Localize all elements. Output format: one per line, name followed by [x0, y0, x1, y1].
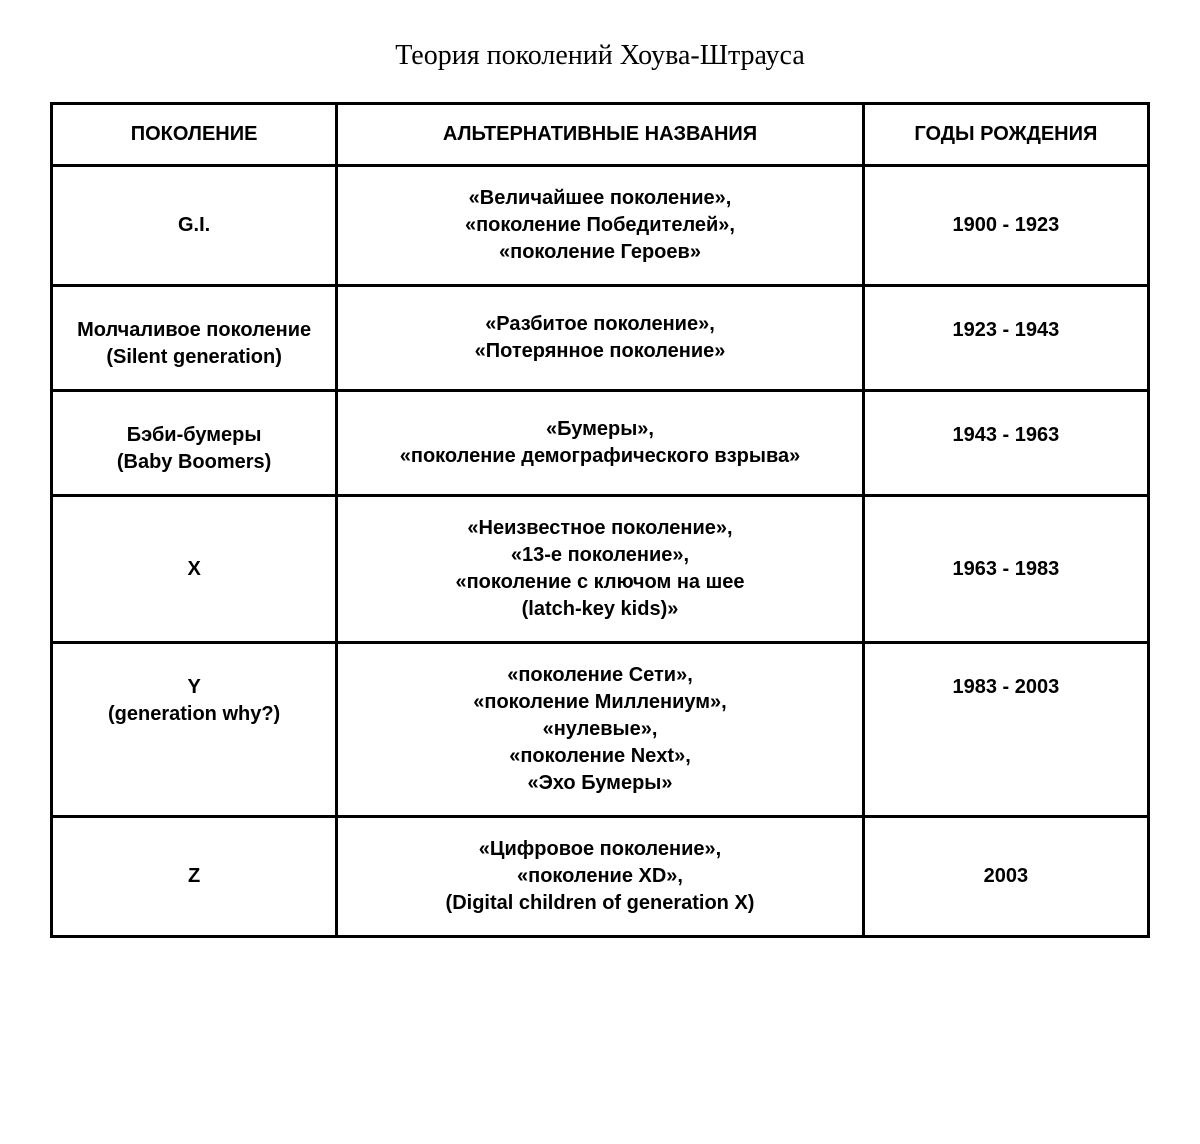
- cell-years: 1900 - 1923: [863, 166, 1148, 286]
- cell-years: 2003: [863, 817, 1148, 937]
- cell-years: 1923 - 1943: [863, 286, 1148, 391]
- table-row: Бэби-бумеры(Baby Boomers) «Бумеры»,«поко…: [52, 391, 1149, 496]
- cell-generation: Y(generation why?): [52, 643, 337, 817]
- cell-generation: G.I.: [52, 166, 337, 286]
- page-title: Теория поколений Хоува-Штрауса: [50, 40, 1150, 72]
- table-header-row: ПОКОЛЕНИЕ АЛЬТЕРНАТИВНЫЕ НАЗВАНИЯ ГОДЫ Р…: [52, 104, 1149, 166]
- cell-generation: Бэби-бумеры(Baby Boomers): [52, 391, 337, 496]
- cell-generation: Молчаливое поколение(Silent generation): [52, 286, 337, 391]
- cell-generation: X: [52, 496, 337, 643]
- table-row: Молчаливое поколение(Silent generation) …: [52, 286, 1149, 391]
- cell-altnames: «Цифровое поколение»,«поколение XD»,(Dig…: [337, 817, 864, 937]
- generations-table: ПОКОЛЕНИЕ АЛЬТЕРНАТИВНЫЕ НАЗВАНИЯ ГОДЫ Р…: [50, 102, 1150, 938]
- cell-years: 1943 - 1963: [863, 391, 1148, 496]
- cell-altnames: «Бумеры»,«поколение демографического взр…: [337, 391, 864, 496]
- table-row: Z «Цифровое поколение»,«поколение XD»,(D…: [52, 817, 1149, 937]
- cell-years: 1983 - 2003: [863, 643, 1148, 817]
- column-header-altnames: АЛЬТЕРНАТИВНЫЕ НАЗВАНИЯ: [337, 104, 864, 166]
- table-row: G.I. «Величайшее поколение»,«поколение П…: [52, 166, 1149, 286]
- table-row: X «Неизвестное поколение»,«13-е поколени…: [52, 496, 1149, 643]
- column-header-years: ГОДЫ РОЖДЕНИЯ: [863, 104, 1148, 166]
- cell-altnames: «Неизвестное поколение»,«13-е поколение»…: [337, 496, 864, 643]
- cell-altnames: «Величайшее поколение»,«поколение Победи…: [337, 166, 864, 286]
- cell-altnames: «Разбитое поколение»,«Потерянное поколен…: [337, 286, 864, 391]
- cell-generation: Z: [52, 817, 337, 937]
- cell-years: 1963 - 1983: [863, 496, 1148, 643]
- table-row: Y(generation why?) «поколение Сети»,«пок…: [52, 643, 1149, 817]
- cell-altnames: «поколение Сети»,«поколение Миллениум»,«…: [337, 643, 864, 817]
- column-header-generation: ПОКОЛЕНИЕ: [52, 104, 337, 166]
